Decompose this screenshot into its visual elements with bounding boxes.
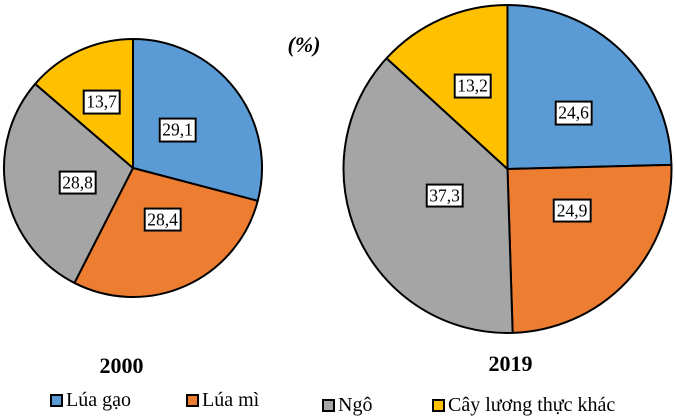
data-label-2019-khac: 13,2 [453,73,492,99]
data-label-2000-khac: 13,7 [82,89,121,115]
pie-slice-2019-lua-mi [506,163,673,334]
legend-item-lua-mi: Lúa mì [186,389,259,412]
legend-label-khac: Cây lương thực khác [448,394,616,416]
unit-label: (%) [287,32,321,57]
year-label-2019: 2019 [488,351,533,376]
legend-item-lua-gao: Lúa gạo [50,389,131,412]
pie-slice-2019-lua-gao [506,4,673,170]
legend-swatch-ngo [322,399,335,412]
legend-item-khac: Cây lương thực khác [432,394,615,417]
pie-slice-2000-lua-gao [132,38,263,202]
legend-swatch-lua-mi [186,394,199,407]
legend-label-ngo: Ngô [338,394,373,416]
data-label-2019-ngo: 37,3 [425,183,464,208]
pie-2000 [3,38,263,298]
data-label-2000-ngo: 28,8 [58,170,97,195]
legend-label-lua-gao: Lúa gạo [66,389,131,411]
data-label-2019-lua-gao: 24,6 [554,100,593,126]
year-label-2000: 2000 [99,353,144,378]
data-label-2019-lua-mi: 24,9 [552,198,592,223]
legend-label-lua-mi: Lúa mì [202,389,260,411]
legend-swatch-lua-gao [50,394,63,407]
legend-item-ngo: Ngô [322,394,372,417]
pie-slice-2000-lua-mi [73,167,259,298]
pie-2019 [342,4,673,334]
data-label-2000-lua-gao: 29,1 [158,117,197,143]
legend-swatch-khac [432,399,445,412]
pie-slice-2019-khac [385,4,509,170]
data-label-2000-lua-mi: 28,4 [143,207,182,232]
